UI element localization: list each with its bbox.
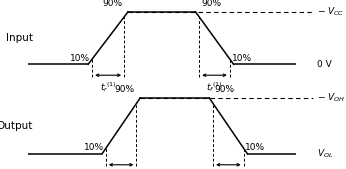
- Text: $t_r$$^{(1)}$: $t_r$$^{(1)}$: [100, 80, 117, 94]
- Text: Output: Output: [0, 121, 33, 131]
- Text: $-$ $V_{OH}$: $-$ $V_{OH}$: [317, 92, 345, 104]
- Text: 10%: 10%: [70, 54, 91, 63]
- Text: 10%: 10%: [84, 143, 104, 152]
- Text: 10%: 10%: [245, 143, 265, 152]
- Text: 90%: 90%: [201, 0, 221, 8]
- Text: 90%: 90%: [102, 0, 122, 8]
- Text: $-$ $V_{CC}$: $-$ $V_{CC}$: [317, 6, 344, 18]
- Text: $V_{OL}$: $V_{OL}$: [317, 148, 333, 160]
- Text: 90%: 90%: [115, 85, 135, 94]
- Text: Input: Input: [6, 33, 33, 43]
- Text: 10%: 10%: [231, 54, 252, 63]
- Text: $t_f$$^{(1)}$: $t_f$$^{(1)}$: [206, 80, 223, 94]
- Text: 0 V: 0 V: [317, 60, 331, 69]
- Text: 90%: 90%: [215, 85, 235, 94]
